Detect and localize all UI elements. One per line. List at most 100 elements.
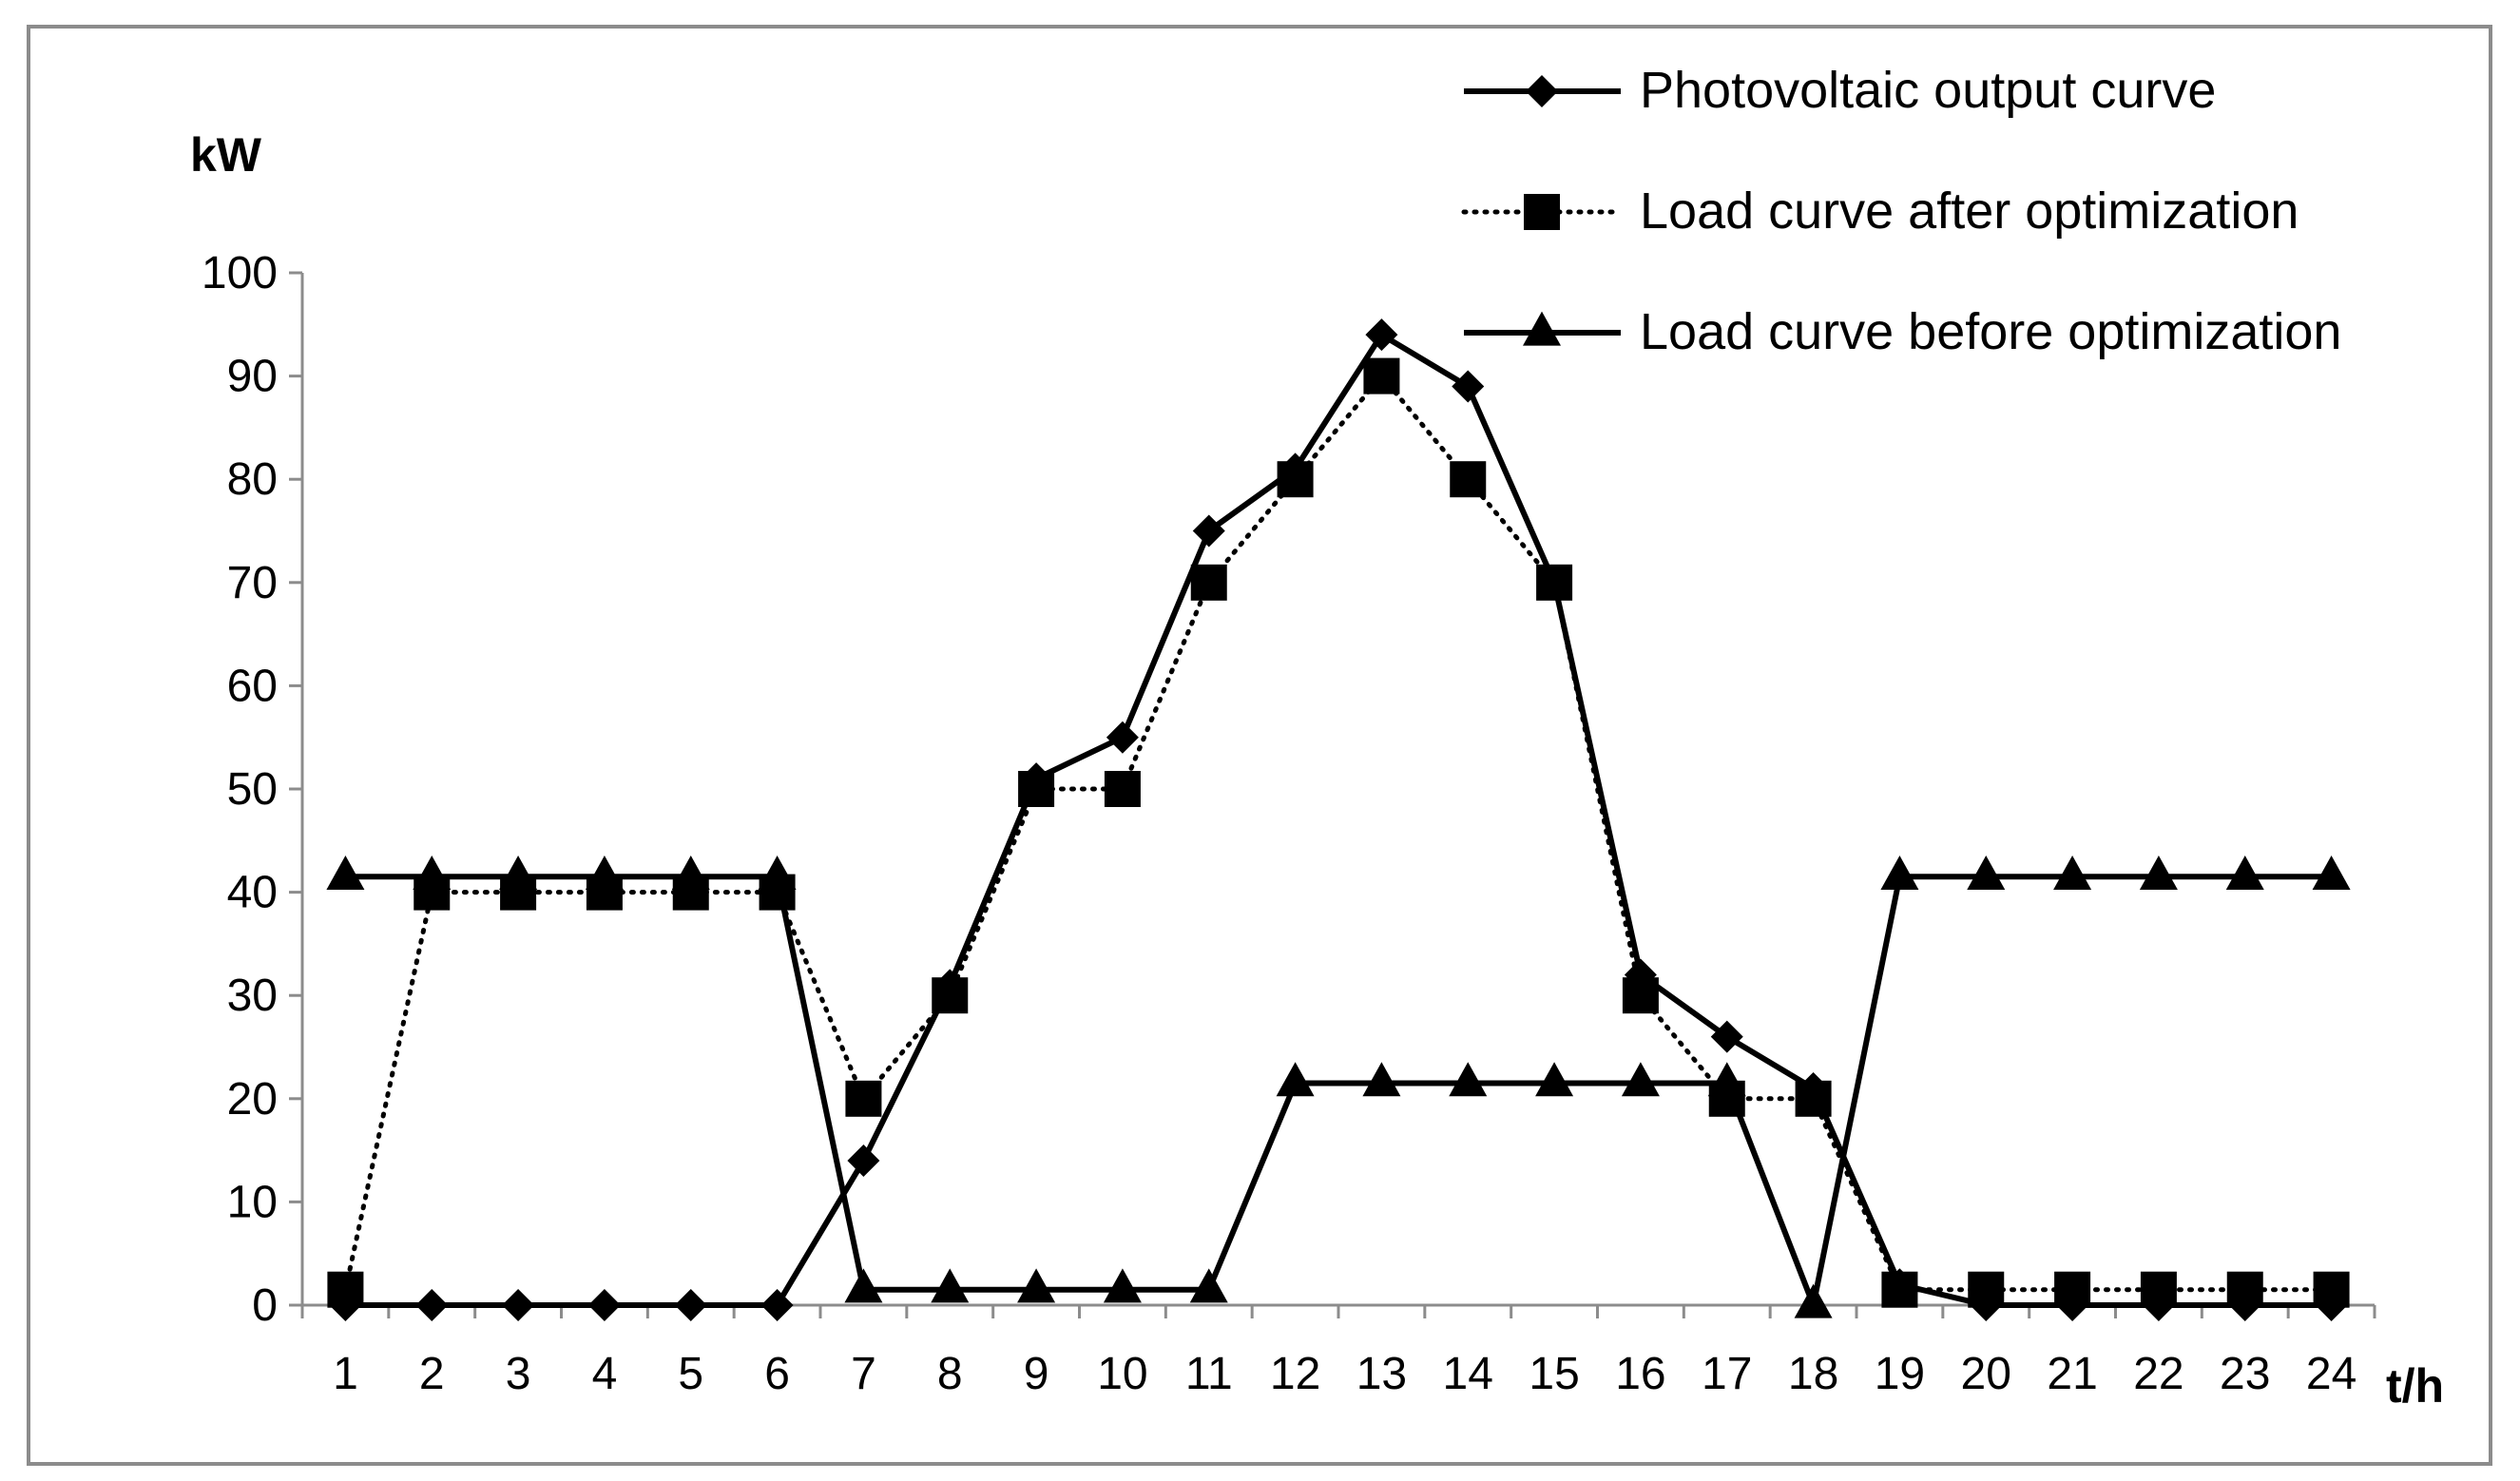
x-tick-label: 11 [1185,1349,1233,1399]
x-tick-label: 22 [2133,1349,2183,1399]
data-point-diamond [1279,452,1312,486]
y-tick-label: 30 [227,971,278,1021]
x-tick-label: 18 [1788,1349,1838,1399]
data-point-square [672,874,709,911]
data-point-triangle [1362,1062,1401,1097]
chart-frame [27,25,2492,1466]
x-tick-label: 20 [1961,1349,2011,1399]
x-tick-label: 17 [1702,1349,1752,1399]
data-point-square [1524,194,1560,230]
x-axis-label: t/h [2386,1359,2444,1413]
data-point-square [1708,1080,1745,1117]
data-point-diamond [760,1289,794,1321]
data-point-triangle [2139,855,2178,890]
data-point-diamond [1710,1020,1743,1053]
data-point-diamond [2056,1289,2089,1321]
x-tick-label: 15 [1529,1349,1579,1399]
legend-marker-triangle [1464,311,1621,346]
x-tick-label: 14 [1443,1349,1493,1399]
data-point-triangle [2312,855,2351,890]
data-point-triangle [2053,855,2092,890]
legend-label: Photovoltaic output curve [1640,62,2216,119]
y-tick-label: 10 [227,1177,278,1227]
data-point-square [414,874,451,911]
data-point-diamond [1526,75,1558,107]
y-tick-label: 60 [227,661,278,711]
data-point-diamond [674,1289,707,1321]
legend-item-after-optimization: Load curve after optimization [1461,183,2299,240]
x-tick-label: 9 [1024,1349,1049,1399]
data-point-square [845,1080,882,1117]
legend-marker-square [1461,194,1624,230]
data-point-diamond [1970,1289,2003,1321]
y-axis-label: kW [190,128,262,182]
data-point-diamond [415,1289,449,1321]
y-tick-label: 100 [202,248,278,298]
data-point-square [1104,771,1141,807]
x-tick-label: 4 [592,1349,618,1399]
data-point-diamond [1365,318,1398,352]
legend-item-photovoltaic: Photovoltaic output curve [1464,62,2216,119]
data-point-diamond [1883,1268,1916,1301]
legend-label: Load curve after optimization [1640,183,2299,240]
data-point-triangle [1276,1062,1315,1097]
data-point-square [1450,461,1487,498]
x-axis-ticks: 1 2 3 4 5 6 7 8 9 10 11 12 13 14 15 16 17 18 19 20 21 22 23 24 [300,1305,2376,1399]
data-point-triangle [326,855,365,890]
data-point-diamond [847,1144,880,1177]
data-point-square [1363,357,1400,394]
x-tick-label: 1 [333,1349,358,1399]
data-point-diamond [1538,566,1571,599]
data-point-diamond [1452,370,1485,403]
data-point-triangle [1189,1268,1228,1303]
data-point-triangle [2225,855,2264,890]
data-point-diamond [329,1289,362,1321]
data-point-triangle [1523,311,1561,346]
data-point-diamond [1192,514,1225,548]
data-point-diamond [1797,1071,1830,1105]
data-point-diamond [1624,958,1657,991]
data-point-diamond [2315,1289,2348,1321]
x-tick-label: 16 [1615,1349,1665,1399]
data-point-diamond [933,969,967,1002]
series-layer [326,318,2351,1321]
data-point-diamond [1020,762,1053,796]
x-tick-label: 19 [1875,1349,1925,1399]
y-tick-label: 40 [227,868,278,918]
y-tick-label: 90 [227,352,278,402]
series-line-diamond [345,332,2332,1308]
data-point-diamond [2228,1289,2261,1321]
x-tick-label: 12 [1270,1349,1320,1399]
data-point-square [586,874,623,911]
y-tick-label: 20 [227,1074,278,1125]
series-line-square [342,374,2335,1293]
x-tick-label: 3 [506,1349,531,1399]
axes [300,273,2375,1307]
data-point-triangle [1880,855,1919,890]
series-line-triangle [345,874,2332,1308]
data-point-diamond [2142,1289,2175,1321]
y-tick-label: 50 [227,764,278,815]
y-axis-ticks: 0 10 20 30 40 50 60 70 80 90 100 [202,248,302,1331]
data-point-diamond [1106,721,1139,754]
data-point-triangle [1967,855,2006,890]
legend-label: Load curve before optimization [1640,303,2341,360]
data-point-triangle [1103,1268,1142,1303]
y-tick-label: 70 [227,558,278,608]
data-point-triangle [1794,1283,1833,1318]
x-tick-label: 24 [2306,1349,2356,1399]
legend: Photovoltaic output curve Load curve aft… [1461,62,2341,360]
x-tick-label: 8 [937,1349,963,1399]
y-tick-label: 0 [252,1280,278,1331]
data-point-triangle [1535,1062,1574,1097]
x-tick-label: 5 [678,1349,703,1399]
data-point-diamond [587,1289,621,1321]
x-tick-label: 6 [764,1349,790,1399]
x-tick-label: 10 [1097,1349,1147,1399]
x-tick-label: 7 [851,1349,876,1399]
data-point-triangle [931,1268,970,1303]
data-point-triangle [1449,1062,1488,1097]
legend-marker-diamond [1464,75,1621,107]
data-point-square [759,874,796,911]
